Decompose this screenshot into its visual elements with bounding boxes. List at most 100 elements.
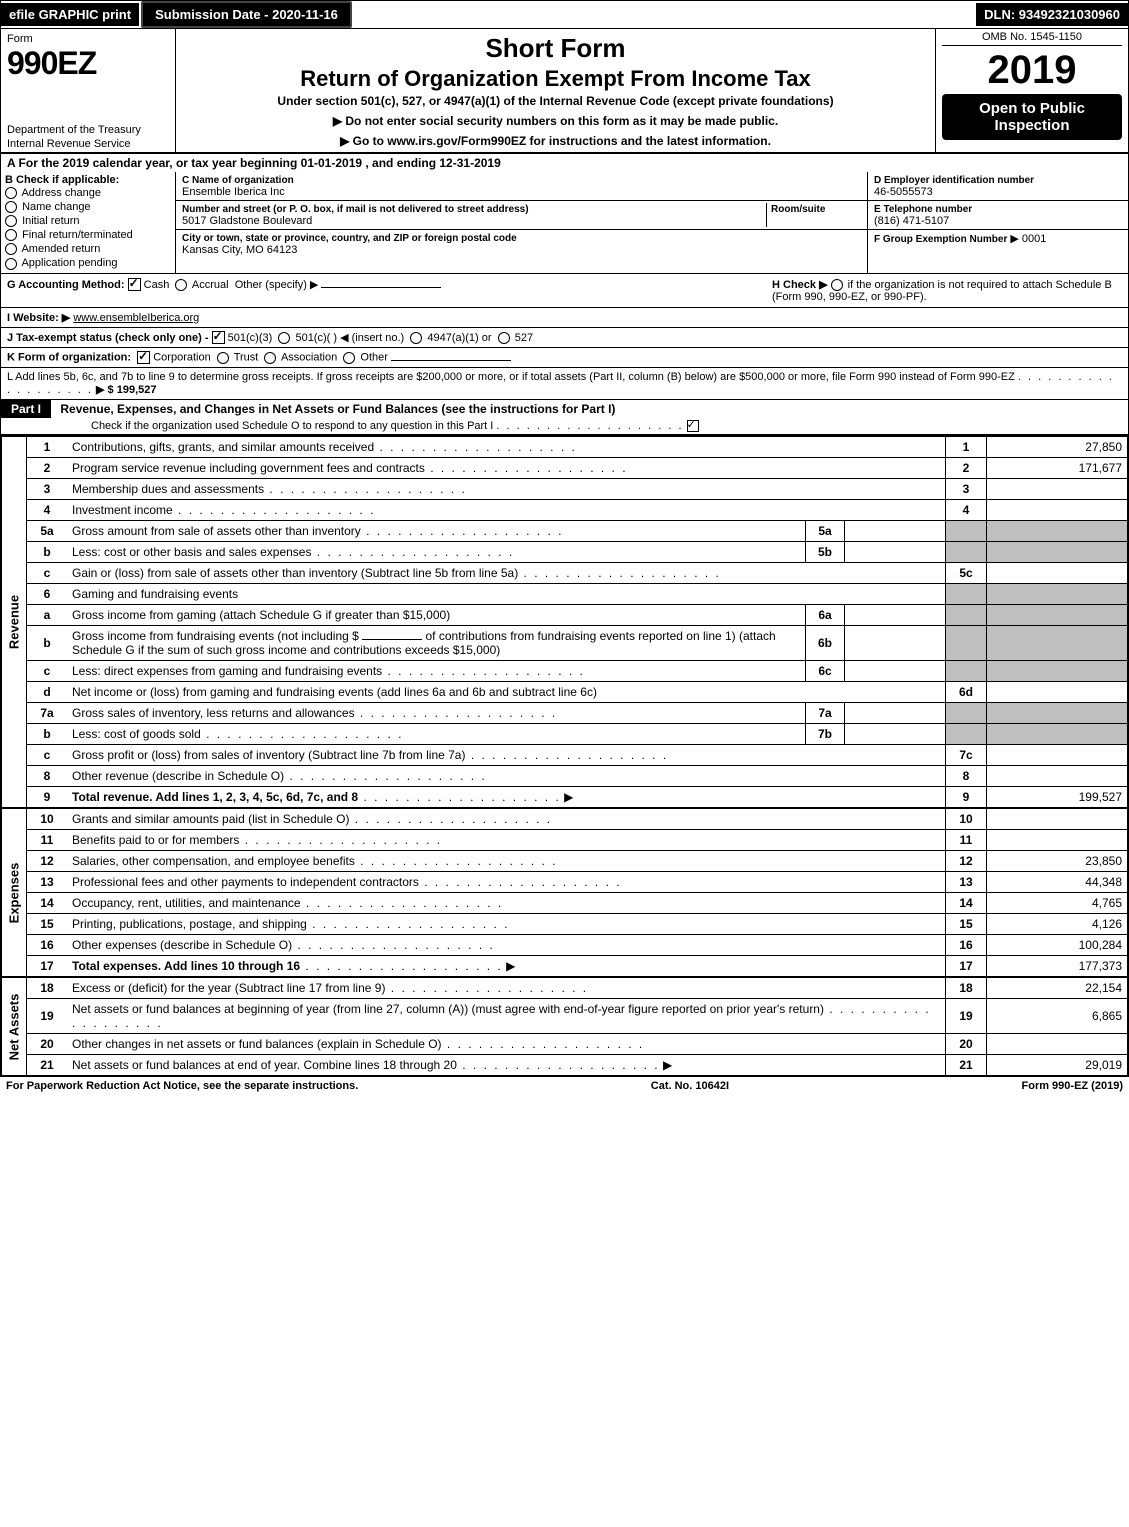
line-no: 16	[27, 935, 68, 956]
check-501c3[interactable]	[212, 331, 225, 344]
row-g-h: G Accounting Method: Cash Accrual Other …	[1, 274, 1128, 308]
check-h[interactable]	[831, 279, 843, 291]
h-text: H Check ▶	[772, 279, 831, 291]
line-desc: Net assets or fund balances at beginning…	[72, 1002, 824, 1016]
check-527[interactable]	[498, 332, 510, 344]
line-desc: Membership dues and assessments	[72, 482, 264, 496]
line-17: 17 Total expenses. Add lines 10 through …	[27, 956, 1128, 977]
line-desc: Contributions, gifts, grants, and simila…	[72, 440, 374, 454]
k-label: K Form of organization:	[7, 352, 131, 364]
line-6c: c Less: direct expenses from gaming and …	[27, 661, 1128, 682]
revenue-table: 1 Contributions, gifts, grants, and simi…	[26, 436, 1128, 808]
check-association[interactable]	[264, 352, 276, 364]
check-4947[interactable]	[410, 332, 422, 344]
return-title: Return of Organization Exempt From Incom…	[184, 66, 927, 92]
line-no: 15	[27, 914, 68, 935]
sub-amount	[845, 703, 946, 724]
check-schedule-o[interactable]	[687, 420, 699, 432]
line-no: 9	[27, 787, 68, 808]
efile-print-button[interactable]: efile GRAPHIC print	[1, 3, 141, 26]
label-address-change: Address change	[21, 187, 101, 199]
check-initial-return[interactable]	[5, 215, 17, 227]
line-no: 3	[27, 479, 68, 500]
sub-amount	[845, 542, 946, 563]
goto-link[interactable]: ▶ Go to www.irs.gov/Form990EZ for instru…	[184, 134, 927, 148]
label-other-method: Other (specify) ▶	[235, 279, 319, 291]
line-no: c	[27, 745, 68, 766]
line-desc: Gross sales of inventory, less returns a…	[72, 706, 355, 720]
sub-line-no: 6c	[806, 661, 845, 682]
line-20: 20 Other changes in net assets or fund b…	[27, 1034, 1128, 1055]
section-a-tax-year: A For the 2019 calendar year, or tax yea…	[1, 154, 1128, 172]
line-7b: b Less: cost of goods sold 7b	[27, 724, 1128, 745]
line-num: 12	[946, 851, 987, 872]
expenses-side-label: Expenses	[1, 808, 26, 977]
line-desc: Salaries, other compensation, and employ…	[72, 854, 355, 868]
line-num: 21	[946, 1055, 987, 1076]
line-desc: Other revenue (describe in Schedule O)	[72, 769, 284, 783]
check-application-pending[interactable]	[5, 258, 17, 270]
other-method-input[interactable]	[321, 287, 441, 288]
check-accrual[interactable]	[175, 279, 187, 291]
check-501c[interactable]	[278, 332, 290, 344]
part-1-badge: Part I	[1, 400, 51, 418]
line-amount: 171,677	[987, 458, 1128, 479]
revenue-label-text: Revenue	[7, 595, 22, 649]
label-501c: 501(c)( )	[295, 332, 337, 344]
line-7c: c Gross profit or (loss) from sales of i…	[27, 745, 1128, 766]
line-amount	[987, 479, 1128, 500]
check-amended-return[interactable]	[5, 243, 17, 255]
sub-line-no: 5b	[806, 542, 845, 563]
form-word: Form	[7, 33, 33, 45]
line-num: 8	[946, 766, 987, 787]
revenue-side-label: Revenue	[1, 436, 26, 808]
check-cash[interactable]	[128, 278, 141, 291]
line-amount: 6,865	[987, 999, 1128, 1034]
line-no: c	[27, 661, 68, 682]
check-final-return[interactable]	[5, 229, 17, 241]
net-assets-table: 18 Excess or (deficit) for the year (Sub…	[26, 977, 1128, 1076]
line-num: 7c	[946, 745, 987, 766]
line-amount	[987, 766, 1128, 787]
line-no: 21	[27, 1055, 68, 1076]
expenses-table: 10 Grants and similar amounts paid (list…	[26, 808, 1128, 977]
line-5b: b Less: cost or other basis and sales ex…	[27, 542, 1128, 563]
label-501c3: 501(c)(3)	[228, 332, 273, 344]
line-5a: 5a Gross amount from sale of assets othe…	[27, 521, 1128, 542]
line-num: 16	[946, 935, 987, 956]
check-address-change[interactable]	[5, 187, 17, 199]
label-association: Association	[281, 352, 337, 364]
revenue-section: Revenue 1 Contributions, gifts, grants, …	[1, 436, 1128, 808]
line-no: 2	[27, 458, 68, 479]
net-assets-side-label: Net Assets	[1, 977, 26, 1076]
title-cell: Short Form Return of Organization Exempt…	[176, 29, 936, 152]
section-b: B Check if applicable: Address change Na…	[1, 172, 176, 273]
check-other-org[interactable]	[343, 352, 355, 364]
group-exemption-value: ▶ 0001	[1010, 233, 1046, 245]
shaded-cell	[987, 661, 1128, 682]
line-6d: d Net income or (loss) from gaming and f…	[27, 682, 1128, 703]
part-1-check-line: Check if the organization used Schedule …	[1, 418, 1128, 434]
website-url[interactable]: www.ensembleIberica.org	[73, 312, 199, 324]
contributions-blank[interactable]	[362, 639, 422, 640]
form-number: 990EZ	[7, 45, 96, 81]
section-k: K Form of organization: Corporation Trus…	[1, 348, 1128, 368]
net-assets-section: Net Assets 18 Excess or (deficit) for th…	[1, 977, 1128, 1076]
c-city-label: City or town, state or province, country…	[182, 233, 517, 244]
label-name-change: Name change	[22, 201, 91, 213]
other-org-input[interactable]	[391, 360, 511, 361]
line-num: 14	[946, 893, 987, 914]
shaded-cell	[987, 626, 1128, 661]
line-amount	[987, 500, 1128, 521]
check-corporation[interactable]	[137, 351, 150, 364]
label-other-org: Other	[360, 352, 388, 364]
check-trust[interactable]	[217, 352, 229, 364]
label-527: 527	[515, 332, 533, 344]
sub-amount	[845, 626, 946, 661]
check-name-change[interactable]	[5, 201, 17, 213]
line-amount	[987, 1034, 1128, 1055]
c-street-label: Number and street (or P. O. box, if mail…	[182, 204, 529, 215]
line-no: 12	[27, 851, 68, 872]
line-num: 20	[946, 1034, 987, 1055]
line-16: 16 Other expenses (describe in Schedule …	[27, 935, 1128, 956]
